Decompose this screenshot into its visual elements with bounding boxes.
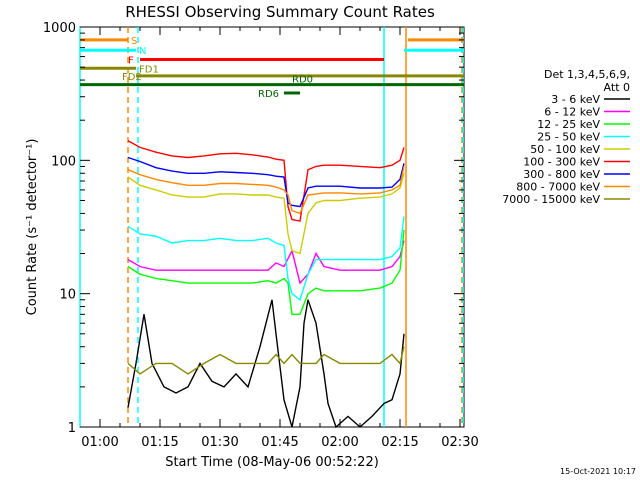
footer-date: 15-Oct-2021 10:17 [560, 467, 636, 476]
legend-label-3: 25 - 50 keV [537, 131, 600, 144]
y-axis-label: Count Rate (s⁻¹ detector⁻¹) [25, 139, 40, 316]
x-tick-label-5: 02:15 [381, 435, 418, 450]
flag-label-n: N [139, 46, 146, 57]
x-tick-label-2: 01:30 [201, 435, 238, 450]
series-line-8 [127, 346, 405, 375]
y-tick-label-1: 10 [59, 288, 76, 303]
vertical-markers [79, 27, 464, 427]
legend-label-7: 800 - 7000 keV [516, 181, 600, 194]
x-tick-label-3: 01:45 [261, 435, 298, 450]
x-tick-label-4: 02:00 [321, 435, 358, 450]
legend-label-1: 6 - 12 keV [544, 106, 600, 119]
legend-label-4: 50 - 100 keV [530, 143, 600, 156]
series-line-3 [127, 216, 405, 301]
legend-label-8: 7000 - 15000 keV [502, 193, 600, 206]
series-line-4 [127, 173, 405, 255]
y-tick-label-0: 1 [68, 421, 76, 436]
flag-label-rd6: RD6 [258, 89, 279, 100]
series-line-2 [127, 230, 405, 315]
legend-label-5: 100 - 300 keV [523, 156, 600, 169]
legend-title-line1: Det 1,3,4,5,6,9, [544, 68, 630, 81]
flag-label-fd1: FD1 [139, 64, 159, 75]
legend-label-6: 300 - 800 keV [523, 168, 600, 181]
flag-label-rd0: RD0 [292, 75, 313, 86]
series-line-1 [127, 240, 405, 285]
y-tick-label-2: 100 [51, 154, 76, 169]
flag-label-s: S [131, 36, 137, 47]
y-axis-ticks: 1 10 100 1000 [43, 21, 464, 436]
x-tick-label-0: 01:00 [81, 435, 118, 450]
series-lines [127, 140, 405, 429]
x-tick-label-1: 01:15 [141, 435, 178, 450]
series-line-6 [127, 156, 405, 208]
x-axis-label: Start Time (08-May-06 00:52:22) [165, 455, 379, 470]
series-line-5 [127, 140, 405, 222]
x-tick-label-6: 02:30 [441, 435, 478, 450]
chart-title: RHESSI Observing Summary Count Rates [125, 3, 435, 21]
flag-label-f: F [128, 56, 134, 67]
legend-label-0: 3 - 6 keV [551, 93, 600, 106]
flag-label-fd2: FD2 [122, 72, 142, 83]
y-tick-label-3: 1000 [43, 21, 76, 36]
x-axis-ticks: 01:00 01:15 01:30 01:45 02:00 02:15 02:30 [81, 27, 479, 450]
series-line-7 [127, 166, 405, 215]
legend-title-line2: Att 0 [604, 81, 630, 94]
legend-label-2: 12 - 25 keV [537, 118, 600, 131]
